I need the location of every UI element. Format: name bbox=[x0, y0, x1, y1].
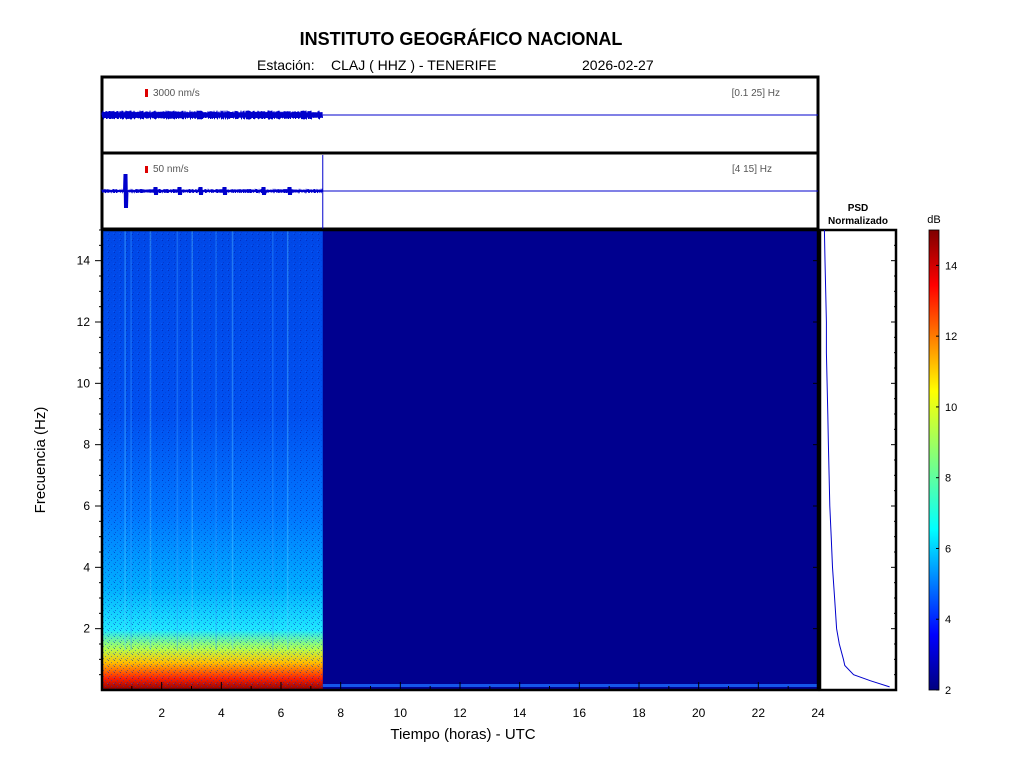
band-label-2: [4 15] Hz bbox=[732, 164, 772, 175]
x-tick-label: 20 bbox=[692, 706, 706, 720]
y-tick-label: 10 bbox=[77, 376, 91, 390]
psd-frame bbox=[818, 228, 898, 692]
scale-bar-2 bbox=[145, 166, 148, 173]
band-label-1: [0.1 25] Hz bbox=[732, 88, 780, 99]
colorbar-tick-label: 12 bbox=[945, 331, 957, 343]
date-label: 2026-02-27 bbox=[582, 57, 654, 73]
spectrogram-streak bbox=[286, 230, 289, 650]
spectrogram-streak bbox=[149, 230, 152, 650]
psd-curve bbox=[823, 229, 890, 688]
colorbar-ticks: 2 4 6 8 10 12 14 bbox=[936, 260, 957, 697]
spectrogram-x-axis: 2 4 6 8 10 12 14 16 18 20 22 24 bbox=[131, 682, 825, 720]
seismogram-broadband-trace bbox=[101, 110, 818, 120]
y-tick-label: 6 bbox=[83, 499, 90, 513]
colorbar-tick-label: 4 bbox=[945, 614, 951, 626]
spectrogram-streak bbox=[176, 230, 179, 650]
psd-title-line1: PSD bbox=[848, 203, 869, 214]
station-label: CLAJ ( HHZ ) - TENERIFE bbox=[331, 57, 496, 73]
psd-panel: PSD Normalizado bbox=[818, 203, 898, 692]
spectrogram-lowfreq-band bbox=[322, 684, 818, 687]
station-prefix: Estación: bbox=[257, 57, 315, 73]
y-tick-label: 14 bbox=[77, 254, 91, 268]
seismogram-broadband-signal bbox=[101, 110, 323, 120]
x-tick-label: 8 bbox=[337, 706, 344, 720]
x-tick-label: 4 bbox=[218, 706, 225, 720]
spectrogram-streak bbox=[231, 230, 234, 650]
colorbar-label: dB bbox=[927, 214, 940, 226]
spectrogram-data-area bbox=[102, 230, 818, 690]
colorbar-tick-label: 14 bbox=[945, 260, 957, 272]
x-tick-label: 18 bbox=[632, 706, 646, 720]
seismogram-filtered-panel: 50 nm/s [4 15] Hz bbox=[100, 151, 820, 231]
spectrogram-streak bbox=[124, 230, 126, 650]
y-tick-label: 8 bbox=[83, 438, 90, 452]
spectrogram-streak bbox=[215, 230, 217, 650]
y-tick-label: 12 bbox=[77, 315, 91, 329]
x-tick-label: 24 bbox=[811, 706, 825, 720]
x-tick-label: 12 bbox=[453, 706, 467, 720]
scale-label-2: 50 nm/s bbox=[153, 164, 189, 175]
x-tick-label: 10 bbox=[394, 706, 408, 720]
colorbar-gradient bbox=[928, 229, 940, 691]
y-tick-label: 2 bbox=[83, 622, 90, 636]
psd-title-line2: Normalizado bbox=[828, 216, 888, 227]
colorbar-tick-label: 6 bbox=[945, 543, 951, 555]
x-axis-label: Tiempo (horas) - UTC bbox=[390, 726, 535, 743]
scale-label-1: 3000 nm/s bbox=[153, 88, 200, 99]
colorbar-tick-label: 2 bbox=[945, 685, 951, 697]
spectrogram-streak bbox=[272, 230, 274, 650]
psd-ticks bbox=[891, 229, 896, 676]
x-tick-label: 6 bbox=[278, 706, 285, 720]
scale-bar-1 bbox=[145, 89, 148, 97]
seismogram-broadband-panel: 3000 nm/s [0.1 25] Hz bbox=[100, 75, 820, 155]
x-tick-label: 22 bbox=[752, 706, 766, 720]
x-tick-label: 16 bbox=[573, 706, 587, 720]
y-axis-label: Frecuencia (Hz) bbox=[32, 407, 49, 514]
seismogram-filtered-signal bbox=[101, 173, 323, 209]
spectrogram-streak bbox=[130, 230, 132, 650]
y-tick-label: 4 bbox=[83, 560, 90, 574]
seismogram-filtered-trace bbox=[101, 155, 818, 229]
spectrogram-texture bbox=[102, 230, 323, 690]
spectrogram-streak bbox=[191, 230, 193, 650]
x-tick-label: 14 bbox=[513, 706, 527, 720]
colorbar-tick-label: 8 bbox=[945, 473, 951, 485]
spectrogram-y-axis: 2 4 6 8 10 12 14 bbox=[77, 229, 818, 676]
page-title: INSTITUTO GEOGRÁFICO NACIONAL bbox=[300, 28, 623, 49]
x-tick-label: 2 bbox=[158, 706, 165, 720]
colorbar-tick-label: 10 bbox=[945, 402, 957, 414]
colorbar: dB 2 4 6 8 10 12 14 bbox=[927, 214, 957, 697]
